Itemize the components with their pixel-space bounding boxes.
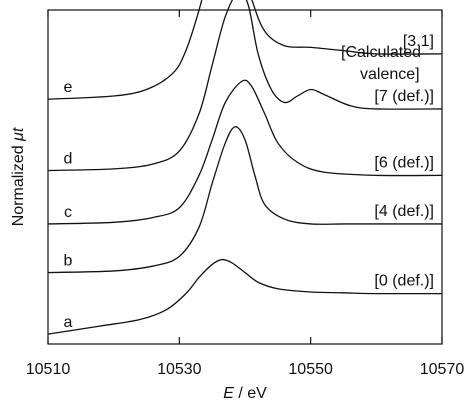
series-labels: a b c d e [64,79,73,331]
valence-header-line-2: valence] [360,66,420,83]
series-a-valence-label: [0 (def.)] [374,273,434,290]
x-tick-label: 10550 [288,361,333,378]
x-axis-title: E / eV [223,385,267,402]
series-c-valence-label: [6 (def.)] [374,154,434,171]
series-e-label: e [64,79,73,96]
series-b-valence-label: [4 (def.)] [374,203,434,220]
x-tick-label: 10530 [157,361,202,378]
series-a-label: a [64,314,73,331]
series-c-label: c [64,204,72,221]
series-d-curve [47,0,443,172]
series-b-label: b [64,253,73,270]
x-axis-ticks: 10510 10530 10550 10570 [26,10,465,378]
valence-header-line-1: [Calculated [341,44,421,61]
plot-frame [47,9,443,345]
series-c-curve [47,79,443,225]
series-e-valence-label: [3.1] [403,33,434,50]
series-b-curve [47,126,442,274]
series-curves [47,0,443,335]
x-tick-label: 10510 [26,361,71,378]
x-tick-label: 10570 [420,361,465,378]
series-d-label: d [64,150,73,167]
series-e-curve [47,0,443,100]
y-axis-title: Normalized μt [10,127,27,226]
valence-labels: [0 (def.)] [4 (def.)] [6 (def.)] [7 (def.)]… [374,33,434,290]
series-a-curve [47,258,443,335]
series-d-valence-label: [7 (def.)] [374,88,434,105]
